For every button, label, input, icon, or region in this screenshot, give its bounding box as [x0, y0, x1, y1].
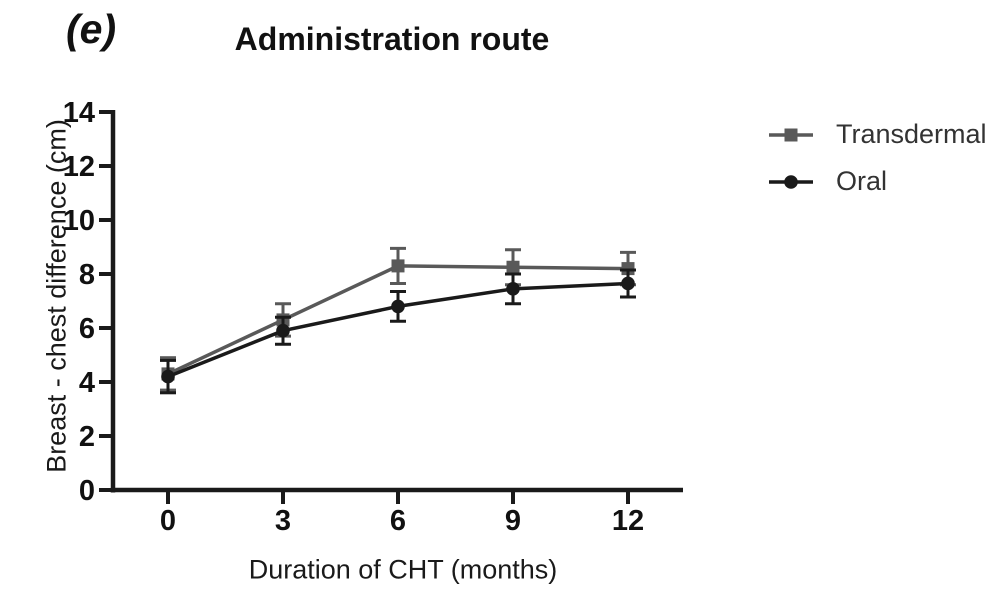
legend-label: Oral: [836, 166, 888, 196]
x-tick-label: 9: [505, 505, 521, 537]
y-tick-label: 14: [63, 97, 95, 129]
x-axis-title: Duration of CHT (months): [248, 554, 558, 585]
x-tick-label: 0: [160, 505, 176, 537]
axes: 0 2 4 6 8 10 12 14 0 3 6 9 12: [63, 97, 683, 537]
y-tick-label: 10: [63, 205, 95, 237]
legend-label: Transdermal: [836, 119, 987, 149]
circle-marker: [276, 323, 290, 338]
y-tick-label: 8: [79, 259, 95, 291]
legend-item-transdermal: Transdermal: [768, 111, 987, 158]
x-tick-label: 6: [390, 505, 406, 537]
y-tick-label: 6: [79, 313, 95, 345]
chart-legend: Transdermal Oral: [768, 111, 987, 205]
y-tick-label: 4: [79, 367, 95, 399]
circle-marker: [161, 369, 175, 384]
panel-label: (e): [66, 6, 117, 52]
x-tick-label: 3: [275, 505, 291, 537]
x-tick-label: 12: [612, 505, 644, 537]
y-tick-label: 2: [79, 421, 95, 453]
circle-marker: [506, 282, 520, 296]
circle-marker: [621, 276, 635, 291]
circle-marker-icon: [769, 174, 813, 189]
series-oral: [160, 268, 636, 395]
legend-item-oral: Oral: [768, 158, 987, 205]
square-marker-icon: [769, 128, 813, 141]
y-tick-label: 0: [79, 475, 95, 507]
chart-title: Administration route: [234, 21, 550, 57]
circle-marker: [391, 299, 405, 314]
y-tick-label: 12: [63, 151, 95, 183]
square-marker: [506, 260, 520, 274]
square-marker: [391, 259, 405, 273]
